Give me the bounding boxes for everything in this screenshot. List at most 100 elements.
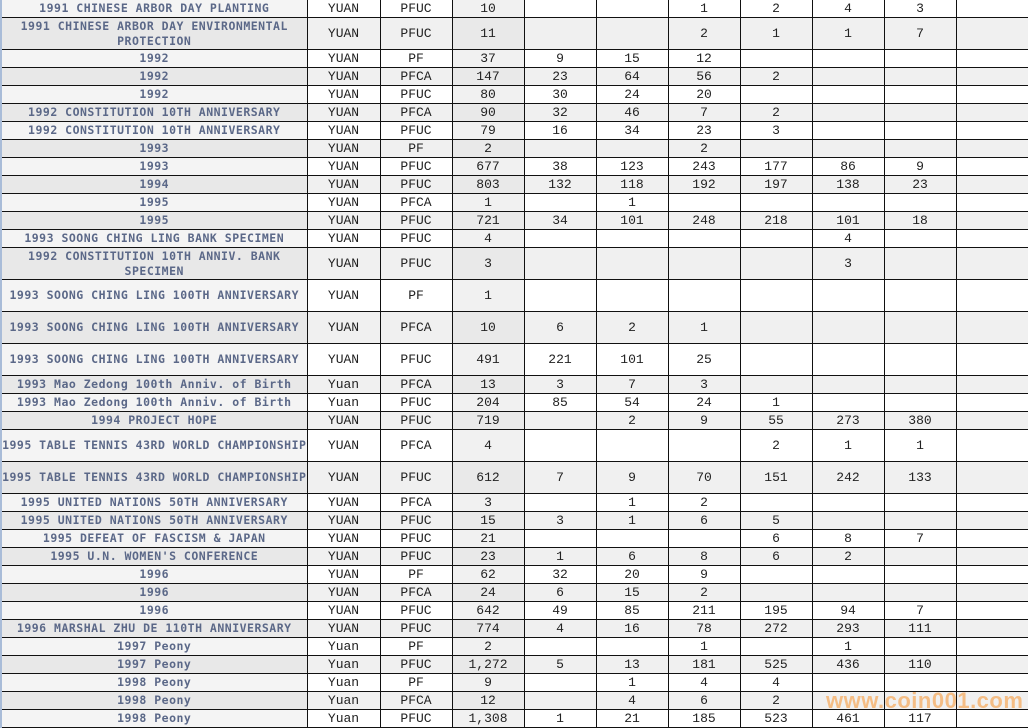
denomination-cell[interactable]: Yuan [306, 655, 381, 674]
grade-col-6-cell[interactable]: 7 [883, 601, 957, 620]
grade-col-3-cell[interactable]: 25 [667, 343, 741, 376]
denomination-cell[interactable]: YUAN [306, 311, 381, 344]
grade-col-3-cell[interactable]: 1 [667, 311, 741, 344]
grade-col-6-cell[interactable] [883, 193, 957, 212]
grade-col-4-cell[interactable]: 5 [739, 511, 813, 530]
grade-col-6-cell[interactable]: 111 [883, 619, 957, 638]
grade-col-6-cell[interactable] [883, 375, 957, 394]
coin-name-cell[interactable]: 1995 TABLE TENNIS 43RD WORLD CHAMPIONSHI… [2, 429, 308, 462]
grade-col-4-cell[interactable]: 151 [739, 461, 813, 494]
coin-name-cell[interactable]: 1992 [2, 85, 308, 104]
grade-col-5-cell[interactable]: 4 [811, 0, 885, 18]
grade-col-7-cell[interactable] [955, 17, 1028, 50]
grade-col-4-cell[interactable] [739, 343, 813, 376]
grade-col-5-cell[interactable]: 94 [811, 601, 885, 620]
denomination-cell[interactable]: YUAN [306, 211, 381, 230]
total-cell[interactable]: 10 [451, 311, 525, 344]
denomination-cell[interactable]: Yuan [306, 393, 381, 412]
grade-col-4-cell[interactable] [739, 637, 813, 656]
coin-name-cell[interactable]: 1993 SOONG CHING LING 100TH ANNIVERSARY [2, 279, 308, 312]
coin-name-cell[interactable]: 1997 Peony [2, 637, 308, 656]
total-cell[interactable]: 13 [451, 375, 525, 394]
grade-type-cell[interactable]: PFCA [379, 67, 453, 86]
grade-col-7-cell[interactable] [955, 229, 1028, 248]
grade-col-4-cell[interactable] [739, 49, 813, 68]
coin-name-cell[interactable]: 1993 SOONG CHING LING BANK SPECIMEN [2, 229, 308, 248]
grade-col-3-cell[interactable]: 20 [667, 85, 741, 104]
grade-col-3-cell[interactable]: 192 [667, 175, 741, 194]
grade-col-4-cell[interactable]: 2 [739, 0, 813, 18]
grade-col-6-cell[interactable] [883, 583, 957, 602]
total-cell[interactable]: 1,308 [451, 709, 525, 728]
grade-type-cell[interactable]: PFCA [379, 429, 453, 462]
grade-col-4-cell[interactable] [739, 583, 813, 602]
grade-col-7-cell[interactable] [955, 85, 1028, 104]
denomination-cell[interactable]: YUAN [306, 547, 381, 566]
coin-name-cell[interactable]: 1998 Peony [2, 709, 308, 728]
grade-col-3-cell[interactable]: 56 [667, 67, 741, 86]
grade-col-2-cell[interactable]: 13 [595, 655, 669, 674]
grade-col-7-cell[interactable] [955, 691, 1028, 710]
grade-col-4-cell[interactable]: 2 [739, 691, 813, 710]
grade-col-4-cell[interactable]: 1 [739, 17, 813, 50]
coin-name-cell[interactable]: 1995 [2, 193, 308, 212]
denomination-cell[interactable]: YUAN [306, 247, 381, 280]
grade-col-1-cell[interactable] [523, 493, 597, 512]
denomination-cell[interactable]: YUAN [306, 279, 381, 312]
grade-col-2-cell[interactable] [595, 247, 669, 280]
grade-col-5-cell[interactable]: 3 [811, 247, 885, 280]
total-cell[interactable]: 4 [451, 229, 525, 248]
grade-col-7-cell[interactable] [955, 0, 1028, 18]
grade-col-4-cell[interactable]: 4 [739, 673, 813, 692]
grade-col-5-cell[interactable] [811, 393, 885, 412]
grade-col-1-cell[interactable] [523, 279, 597, 312]
denomination-cell[interactable]: YUAN [306, 139, 381, 158]
grade-col-2-cell[interactable] [595, 429, 669, 462]
grade-col-2-cell[interactable] [595, 17, 669, 50]
grade-col-4-cell[interactable] [739, 311, 813, 344]
grade-col-1-cell[interactable]: 1 [523, 709, 597, 728]
grade-col-4-cell[interactable]: 523 [739, 709, 813, 728]
denomination-cell[interactable]: YUAN [306, 529, 381, 548]
grade-col-5-cell[interactable] [811, 193, 885, 212]
grade-col-3-cell[interactable]: 2 [667, 583, 741, 602]
grade-type-cell[interactable]: PF [379, 565, 453, 584]
grade-col-6-cell[interactable] [883, 67, 957, 86]
grade-col-5-cell[interactable] [811, 139, 885, 158]
grade-col-1-cell[interactable]: 3 [523, 511, 597, 530]
coin-name-cell[interactable]: 1996 [2, 565, 308, 584]
total-cell[interactable]: 15 [451, 511, 525, 530]
grade-col-4-cell[interactable]: 177 [739, 157, 813, 176]
grade-col-1-cell[interactable] [523, 529, 597, 548]
grade-col-2-cell[interactable]: 101 [595, 211, 669, 230]
grade-col-7-cell[interactable] [955, 709, 1028, 728]
grade-col-4-cell[interactable]: 195 [739, 601, 813, 620]
grade-col-3-cell[interactable]: 1 [667, 637, 741, 656]
grade-col-2-cell[interactable] [595, 0, 669, 18]
grade-col-3-cell[interactable]: 78 [667, 619, 741, 638]
total-cell[interactable]: 24 [451, 583, 525, 602]
grade-col-4-cell[interactable] [739, 139, 813, 158]
grade-col-2-cell[interactable]: 85 [595, 601, 669, 620]
grade-col-6-cell[interactable]: 7 [883, 17, 957, 50]
grade-col-7-cell[interactable] [955, 655, 1028, 674]
grade-col-5-cell[interactable]: 4 [811, 229, 885, 248]
total-cell[interactable]: 1 [451, 193, 525, 212]
grade-col-6-cell[interactable] [883, 85, 957, 104]
denomination-cell[interactable]: YUAN [306, 121, 381, 140]
grade-col-1-cell[interactable]: 6 [523, 311, 597, 344]
grade-col-2-cell[interactable]: 46 [595, 103, 669, 122]
grade-col-4-cell[interactable]: 272 [739, 619, 813, 638]
grade-col-5-cell[interactable]: 101 [811, 211, 885, 230]
coin-name-cell[interactable]: 1993 [2, 139, 308, 158]
grade-col-2-cell[interactable] [595, 229, 669, 248]
grade-col-4-cell[interactable] [739, 247, 813, 280]
grade-col-7-cell[interactable] [955, 121, 1028, 140]
grade-col-1-cell[interactable] [523, 411, 597, 430]
grade-col-1-cell[interactable]: 3 [523, 375, 597, 394]
denomination-cell[interactable]: Yuan [306, 375, 381, 394]
grade-type-cell[interactable]: PFUC [379, 17, 453, 50]
grade-col-6-cell[interactable] [883, 343, 957, 376]
grade-col-3-cell[interactable]: 2 [667, 493, 741, 512]
denomination-cell[interactable]: YUAN [306, 461, 381, 494]
